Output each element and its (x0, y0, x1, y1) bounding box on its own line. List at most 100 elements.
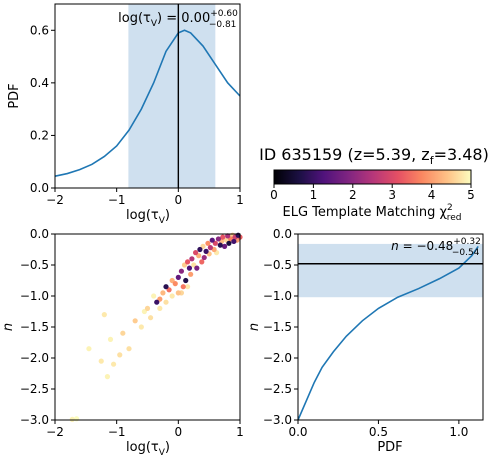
scatter-point (205, 240, 211, 246)
x-tick-label: 1 (236, 425, 244, 439)
scatter-point (225, 233, 231, 239)
x-tick-label: −1 (108, 193, 126, 207)
y-tick-label: −2.5 (20, 382, 49, 396)
scatter-point (110, 361, 117, 367)
plot-frame (54, 3, 241, 189)
scatter-point (189, 256, 195, 262)
x-tick-label: 0 (175, 425, 183, 439)
scatter-point (160, 290, 166, 296)
x-axis-label: log(τV) (126, 440, 170, 458)
colorbar-tick-label: 0 (270, 188, 278, 202)
scatter-point (220, 234, 226, 240)
y-tick-label: −0.5 (20, 258, 49, 272)
scatter-point (193, 250, 199, 256)
scatter-panel: −2 −1 0 1 0.0 −0.5 −1.0 −1.5 −2.0 −2.5 −3.0 log(τV… (1, 227, 244, 458)
scatter-point (221, 243, 228, 249)
scatter-point (201, 254, 207, 261)
y-axis-label: n (1, 323, 16, 331)
colorbar-gradient (273, 169, 472, 185)
y-tick-label: −2.0 (263, 351, 292, 365)
scatter-point (184, 284, 191, 290)
y-tick-label: 0.6 (30, 23, 49, 37)
y-tick-label: −1.0 (263, 289, 292, 303)
scatter-point (120, 330, 126, 336)
plot-frame (54, 233, 241, 421)
scatter-point (194, 265, 200, 271)
pdf-tau-panel: −2 −1 0 1 0.0 0.2 0.4 0.6 log(τV) = 0.00+0.60 −0… (7, 3, 244, 226)
scatter-point (107, 336, 114, 342)
x-tick-label: 0 (175, 193, 183, 207)
scatter-point (157, 305, 163, 311)
pdf-n-panel: 0.0 0.5 1.0 0.0 −0.5 −1.0 −1.5 −2.0 −2.5 −3.0 n =… (247, 227, 484, 455)
scatter-point (188, 271, 194, 277)
scatter-point (184, 259, 191, 265)
colorbar-tick-label: 1 (310, 188, 318, 202)
y-tick-label: 0.4 (30, 76, 49, 90)
scatter-point (215, 236, 222, 242)
scatter-point (172, 281, 178, 287)
scatter-point (154, 299, 160, 305)
scatter-point (180, 284, 186, 290)
x-tick-label: 1.0 (449, 425, 468, 439)
pdf-curve (54, 29, 241, 177)
colorbar-tick-label: 5 (467, 188, 475, 202)
y-axis-label: PDF (7, 83, 22, 108)
scatter-point (203, 248, 209, 254)
x-axis-label: PDF (377, 440, 402, 455)
scatter-point (151, 293, 157, 299)
scatter-point (147, 315, 154, 321)
y-tick-label: 0.0 (30, 227, 49, 241)
scatter-point (226, 240, 232, 246)
y-tick-label: −0.5 (263, 258, 292, 272)
scatter-point (117, 352, 123, 358)
scatter-point (209, 237, 215, 243)
x-tick-label: −1 (108, 425, 126, 439)
x-axis-label: log(τV) (126, 208, 170, 226)
pdf-curve (297, 245, 479, 421)
object-id-title: ID 635159 (z=5.39, zf=3.48) (259, 145, 488, 167)
scatter-point (69, 416, 75, 422)
scatter-point (186, 265, 193, 271)
scatter-point (86, 346, 92, 352)
x-tick-label: −2 (46, 193, 64, 207)
y-tick-label: 0.0 (30, 181, 49, 195)
colorbar: 0 1 2 3 4 5 ELG Template Matching χ2 red (270, 169, 475, 223)
x-tick-label: 1 (236, 193, 244, 207)
y-tick-label: −1.5 (20, 320, 49, 334)
scatter-point (207, 245, 213, 251)
scatter-point (126, 346, 132, 352)
colorbar-tick-label: 4 (428, 188, 436, 202)
scatter-point (183, 277, 189, 284)
y-tick-label: −3.0 (263, 413, 292, 427)
scatter-point (163, 299, 169, 305)
colorbar-tick-label: 2 (349, 188, 357, 202)
colorbar-label: ELG Template Matching χ2 red (282, 203, 461, 223)
y-axis-label: n (247, 323, 262, 331)
scatter-point (138, 324, 144, 330)
y-tick-label: −1.0 (20, 289, 49, 303)
x-tick-label: −2 (46, 425, 64, 439)
scatter-point (231, 238, 237, 245)
scatter-point (178, 268, 185, 274)
x-tick-label: 0.0 (288, 425, 307, 439)
colorbar-tick-label: 3 (388, 188, 396, 202)
scatter-point (144, 305, 151, 311)
scatter-point (132, 318, 138, 324)
y-tick-label: 0.2 (30, 128, 49, 142)
scatter-point (163, 284, 169, 290)
x-tick-label: 0.5 (369, 425, 388, 439)
scatter-point (175, 274, 181, 280)
credible-interval-band (128, 4, 216, 188)
scatter-point (199, 259, 205, 265)
scatter-point (101, 312, 107, 318)
scatter-point (175, 290, 181, 296)
y-tick-label: −2.5 (263, 382, 292, 396)
n-annotation: n = −0.48+0.32 −0.54 (391, 237, 481, 258)
y-tick-label: −1.5 (263, 320, 292, 334)
pdf-annotation: log(τV) = 0.00+0.60 −0.81 (118, 9, 238, 30)
y-tick-label: −3.0 (20, 413, 49, 427)
scatter-point (98, 358, 104, 364)
y-tick-label: −2.0 (20, 351, 49, 365)
scatter-point (104, 374, 111, 380)
